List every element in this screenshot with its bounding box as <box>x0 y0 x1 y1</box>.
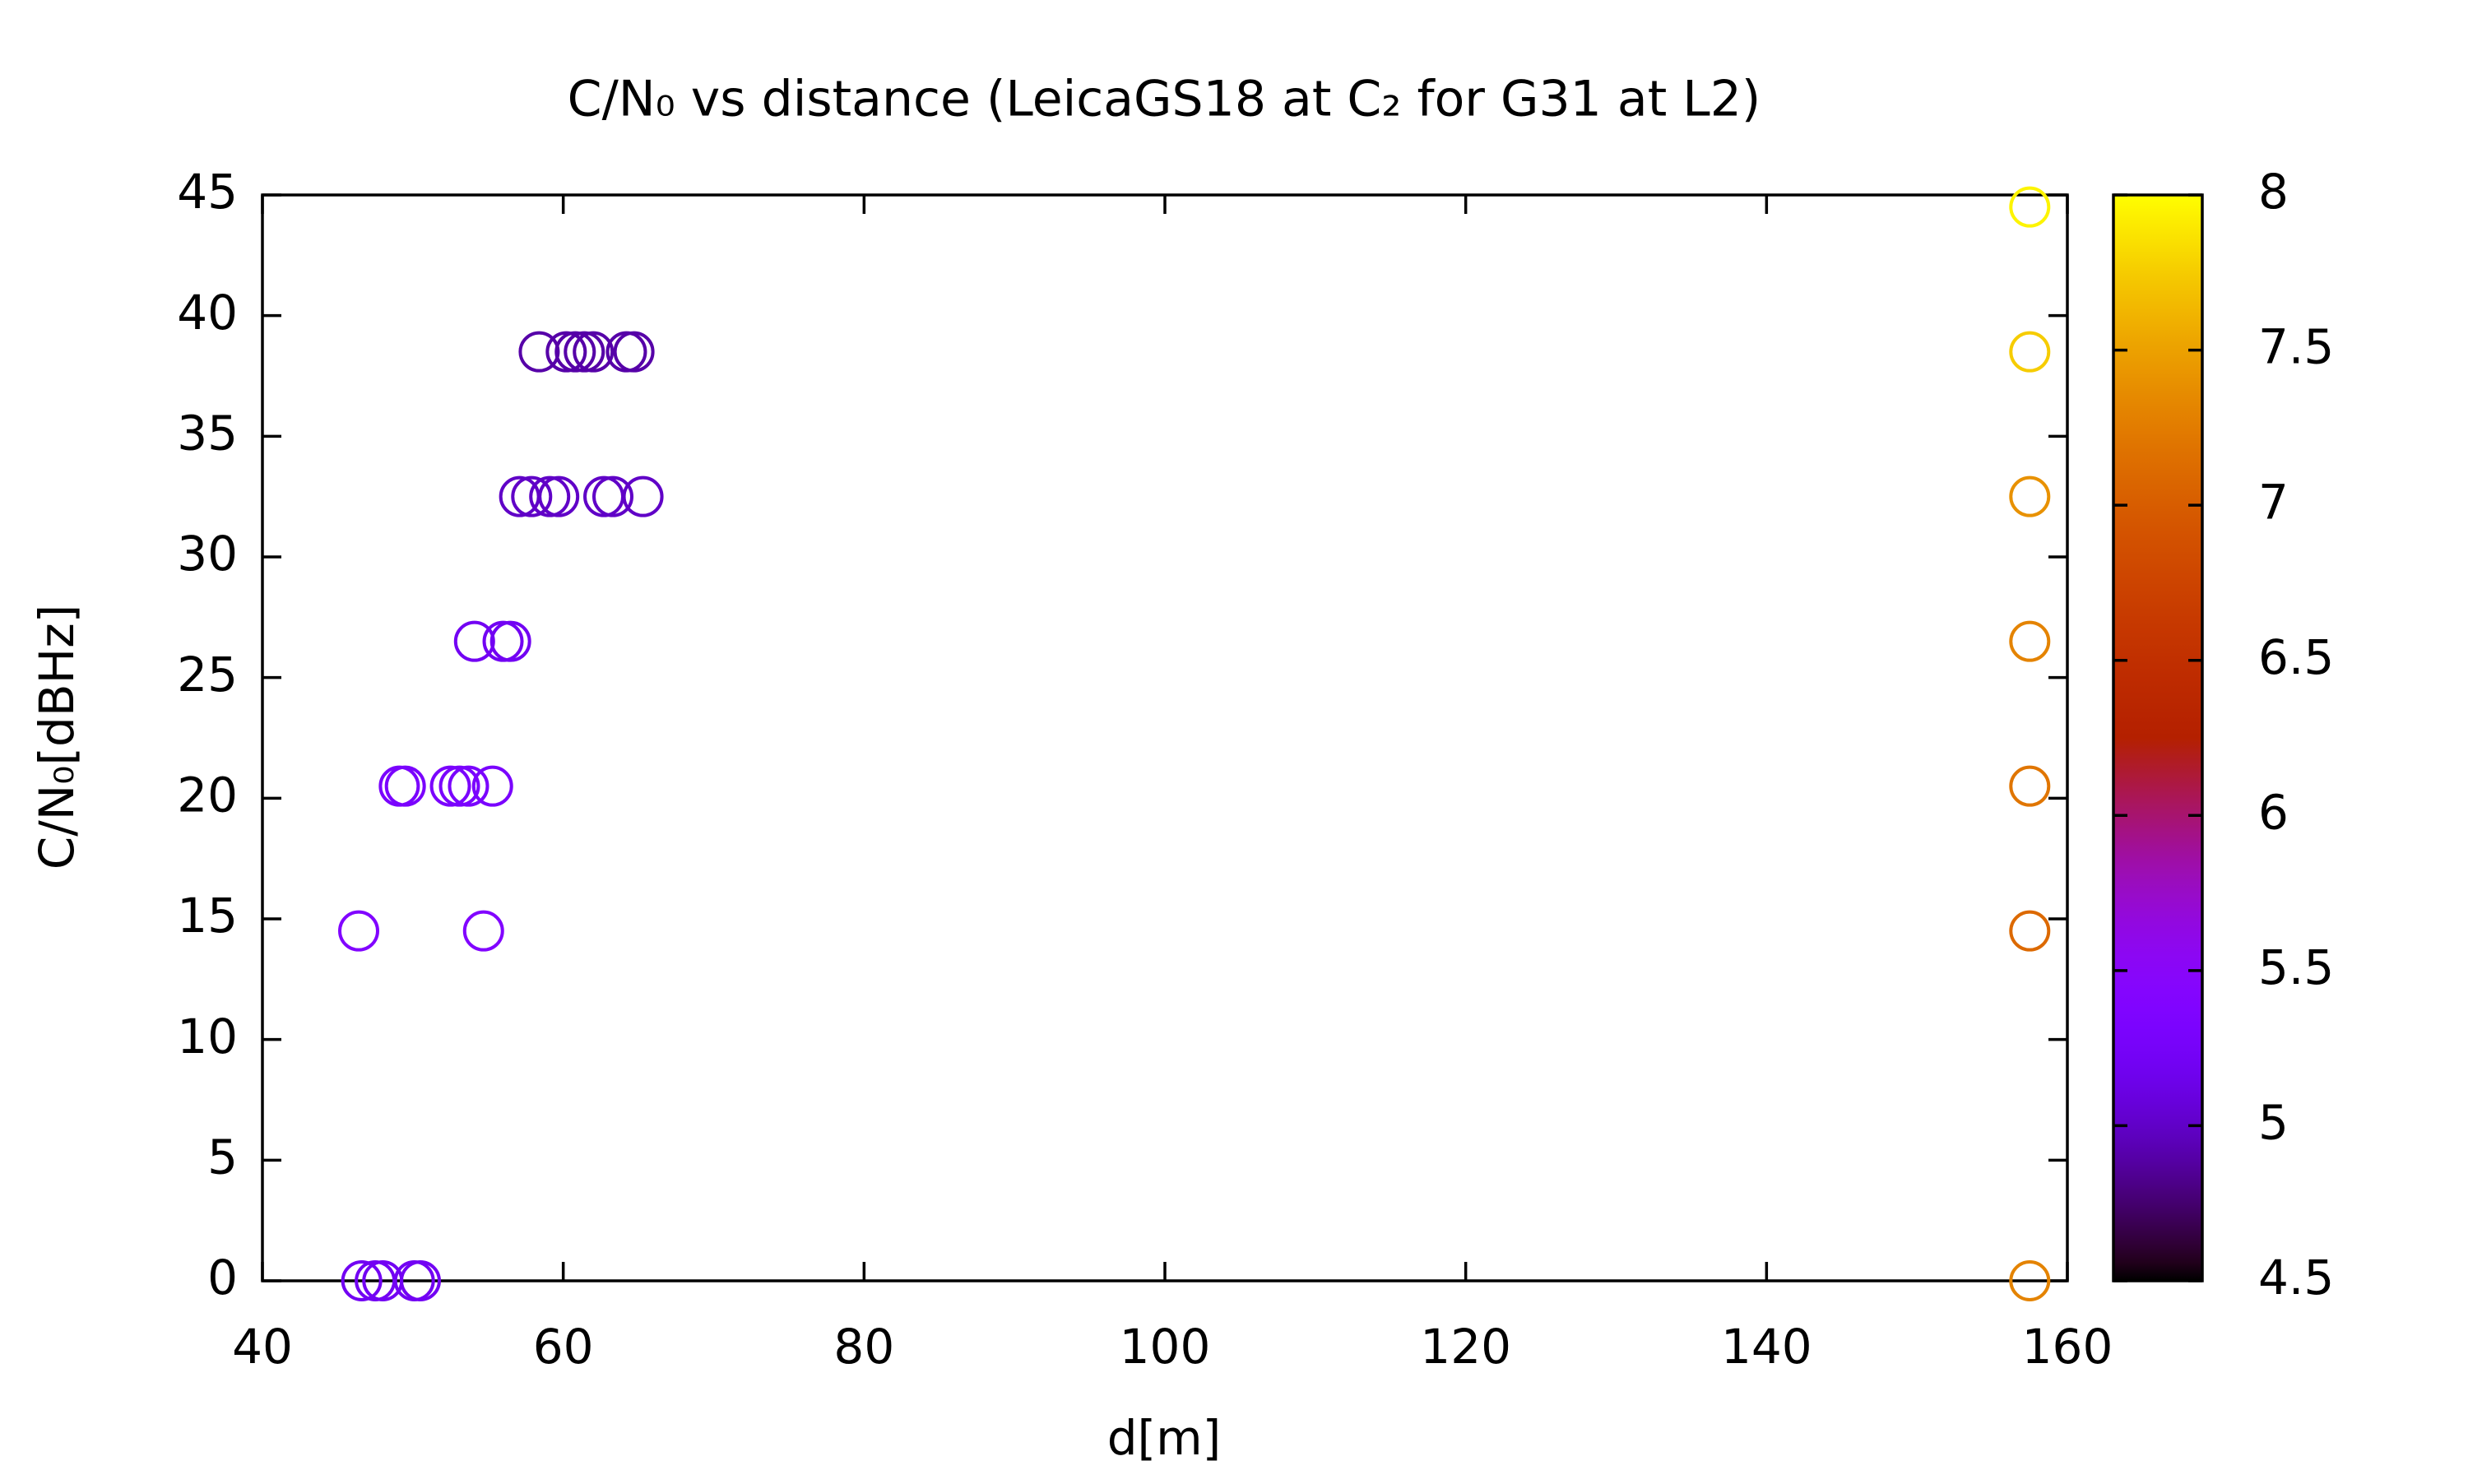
point <box>399 1260 441 1301</box>
point <box>622 475 664 517</box>
y-tick-label: 0 <box>207 1250 238 1305</box>
point <box>384 765 426 807</box>
x-tick-label: 80 <box>833 1319 894 1375</box>
point <box>545 331 587 373</box>
point <box>564 331 605 373</box>
chart-title: C/N₀ vs distance (LeicaGS18 at C₂ for G3… <box>568 71 1761 128</box>
colorbar-tick-label: 7 <box>2258 474 2289 530</box>
colorbar-tick-label: 8 <box>2258 164 2289 220</box>
point <box>2009 910 2051 952</box>
point <box>511 475 553 517</box>
y-tick-label: 25 <box>177 647 238 703</box>
point <box>2009 1260 2051 1301</box>
point <box>438 765 480 807</box>
y-tick-label: 10 <box>177 1009 238 1064</box>
point <box>2009 186 2051 228</box>
point <box>2009 331 2051 373</box>
point <box>518 331 560 373</box>
colorbar-tick-label: 6.5 <box>2258 629 2334 685</box>
point <box>592 475 634 517</box>
colorbar <box>2113 195 2202 1281</box>
x-tick-label: 160 <box>2022 1319 2113 1375</box>
point <box>2009 620 2051 662</box>
y-tick-label: 5 <box>207 1129 238 1185</box>
x-tick-label: 60 <box>533 1319 594 1375</box>
point <box>448 765 489 807</box>
point <box>529 475 571 517</box>
y-tick-label: 15 <box>177 888 238 944</box>
point <box>538 475 580 517</box>
point <box>341 1260 383 1301</box>
point <box>471 765 513 807</box>
colorbar-tick-label: 4.5 <box>2258 1250 2334 1305</box>
colorbar-tick-label: 5 <box>2258 1095 2289 1151</box>
x-tick-label: 120 <box>1420 1319 1511 1375</box>
point <box>2009 765 2051 807</box>
colorbar-tick-label: 5.5 <box>2258 939 2334 995</box>
point <box>462 910 504 952</box>
point <box>573 331 615 373</box>
point <box>613 331 655 373</box>
x-tick-label: 100 <box>1120 1319 1211 1375</box>
point <box>453 620 495 662</box>
y-axis-label: C/N₀[dBHz] <box>29 605 85 870</box>
x-tick-label: 140 <box>1721 1319 1812 1375</box>
y-tick-label: 20 <box>177 767 238 823</box>
y-tick-label: 35 <box>177 405 238 461</box>
point <box>338 910 380 952</box>
y-tick-label: 30 <box>177 526 238 582</box>
y-tick-label: 45 <box>177 164 238 220</box>
y-tick-label: 40 <box>177 285 238 341</box>
point <box>489 620 531 662</box>
point <box>2009 475 2051 517</box>
point <box>554 331 596 373</box>
colorbar-tick-label: 6 <box>2258 784 2289 840</box>
point <box>429 765 471 807</box>
colorbar-tick-label: 7.5 <box>2258 319 2334 375</box>
x-tick-label: 40 <box>232 1319 293 1375</box>
colorbar-frame <box>2112 193 2204 1282</box>
x-axis-label: d[m] <box>1107 1410 1222 1466</box>
